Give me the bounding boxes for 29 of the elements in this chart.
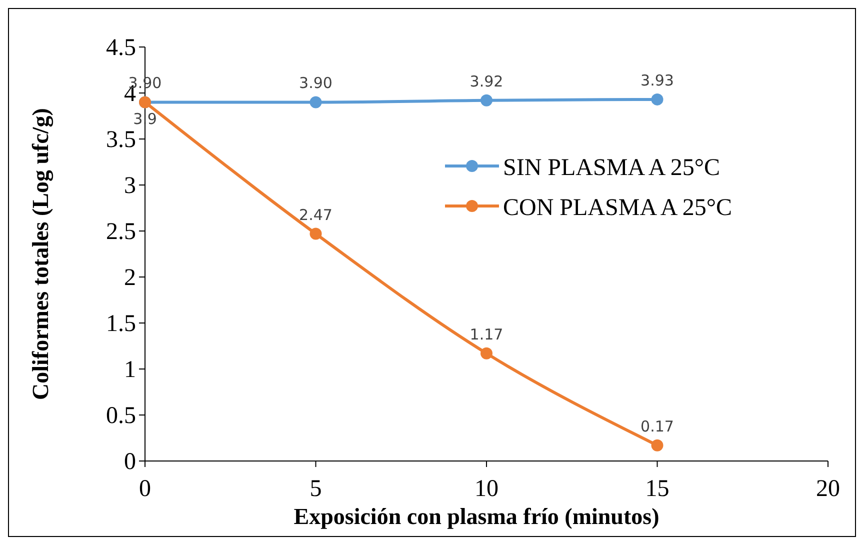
x-tick-label: 5 [310,476,322,502]
y-tick-label: 0.5 [106,403,136,429]
point [651,93,664,106]
y-tick-label: 2.5 [106,219,136,245]
y-tick-label: 3 [124,173,136,199]
data-label: 3.93 [640,71,674,90]
x-axis-title: Exposición con plasma frío (minutos) [294,504,660,529]
y-tick-label: 2 [124,265,136,291]
point [480,347,492,360]
point [480,94,492,106]
legend-label: SIN PLASMA A 25°C [503,155,720,181]
y-axis-title: Coliformes totales (Log ufc/g) [28,108,54,400]
data-label: 3.92 [470,72,504,90]
legend-label: CON PLASMA A 25°C [503,195,732,221]
point [651,439,664,452]
point [310,96,322,108]
y-tick-label: 1 [124,357,136,383]
y-tick-label: 4.5 [106,35,136,61]
data-label: 0.17 [640,417,674,436]
data-label: 1.17 [470,325,504,344]
data-label: 2.47 [299,206,332,224]
point [310,228,322,240]
y-tick-label: 1.5 [106,311,136,337]
x-tick-label: 15 [645,476,670,502]
x-tick-label: 10 [474,476,498,502]
x-tick-label: 20 [816,476,840,502]
y-tick-label: 3.5 [106,127,136,153]
data-label: 3.90 [299,74,332,92]
y-tick-label: 0 [124,449,136,475]
